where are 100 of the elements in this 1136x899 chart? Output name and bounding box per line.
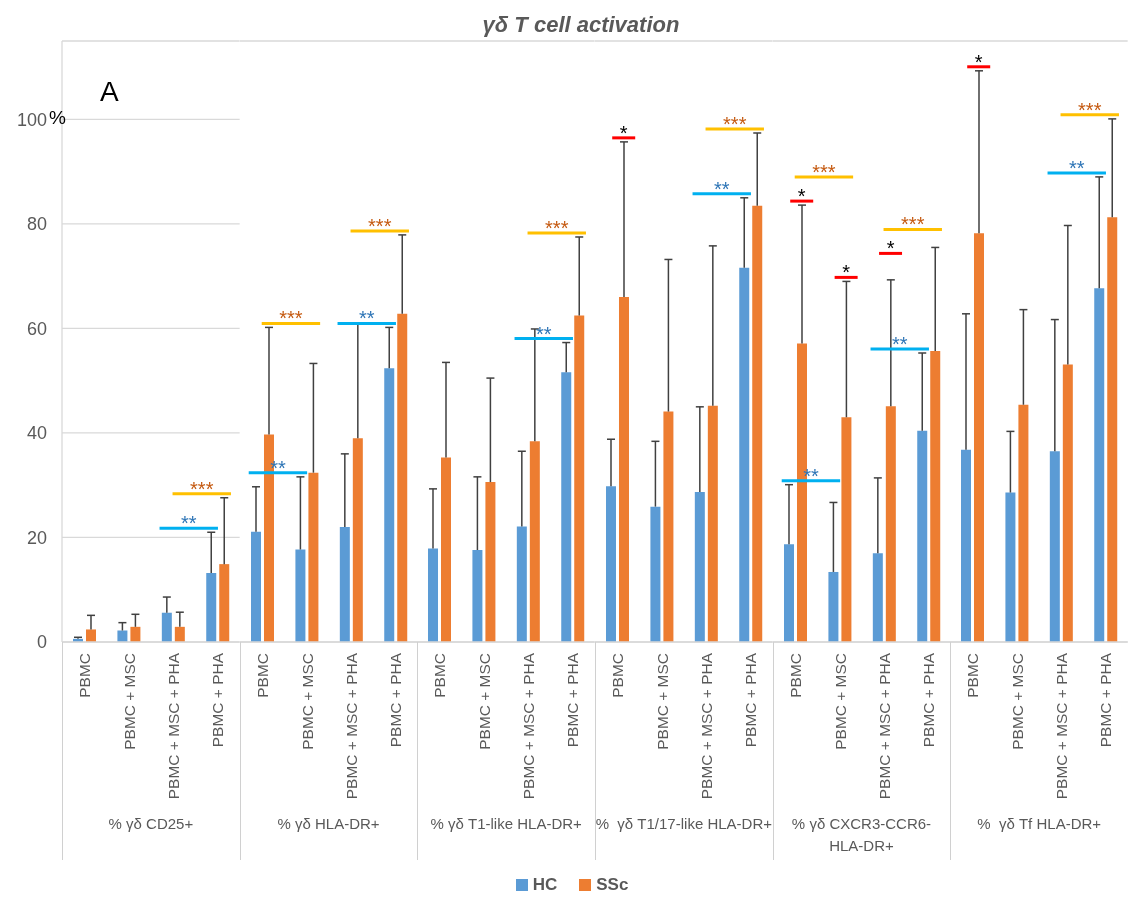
- bar: [885, 406, 896, 642]
- x-tick-label: PBMC + MSC: [120, 652, 138, 750]
- bar: [485, 482, 496, 642]
- bar: [250, 531, 261, 642]
- annotation: ***: [367, 214, 392, 237]
- annotation: ***: [811, 161, 836, 184]
- annotation: *: [797, 185, 806, 208]
- x-tick-label: PBMC + PHA: [741, 652, 759, 748]
- x-tick-label: PBMC + MSC: [653, 652, 671, 750]
- legend-label: SSc: [596, 875, 629, 894]
- annotation: ***: [900, 213, 925, 236]
- x-tick-label: PBMC: [253, 652, 271, 698]
- x-axis-title: % γδ HLA-DR+: [277, 815, 380, 832]
- annotation: **: [536, 322, 553, 345]
- bar: [828, 571, 839, 642]
- x-tick-label: PBMC + MSC + PHA: [697, 652, 715, 800]
- bar: [206, 573, 217, 642]
- x-tick-label: PBMC + MSC + PHA: [519, 652, 537, 800]
- bar: [739, 267, 750, 642]
- bar: [872, 553, 883, 642]
- bar: [308, 472, 319, 642]
- x-axis-title: % γδ CD25+: [108, 815, 194, 832]
- y-tick-label: 20: [26, 527, 47, 548]
- bar: [752, 205, 763, 642]
- bar: [117, 630, 128, 642]
- annotation: **: [180, 512, 197, 535]
- annotation: ***: [1078, 98, 1102, 121]
- legend-label: HC: [532, 875, 558, 894]
- x-tick-label: PBMC + MSC: [1008, 652, 1026, 750]
- y-tick-label: 80: [26, 214, 47, 235]
- bar: [161, 612, 172, 642]
- y-tick-label: 100: [16, 109, 47, 130]
- bar: [929, 350, 940, 642]
- y-tick-label: 0: [36, 632, 47, 653]
- x-axis-title: % γδ Tf HLA-DR+: [977, 815, 1102, 832]
- bar: [295, 549, 306, 642]
- bar: [352, 438, 363, 642]
- bar: [974, 233, 985, 642]
- x-axis-title: % γδ T1-like HLA-DR+: [430, 815, 582, 832]
- annotation: A: [100, 76, 119, 107]
- bar: [783, 544, 794, 642]
- bar: [472, 550, 483, 642]
- annotation: ***: [190, 477, 214, 500]
- x-tick-label: PBMC: [608, 652, 626, 698]
- x-tick-label: PBMC + MSC + PHA: [342, 652, 360, 800]
- annotation: **: [891, 333, 908, 355]
- x-tick-label: PBMC + PHA: [919, 652, 937, 748]
- bar: [707, 405, 718, 642]
- bar: [383, 368, 394, 642]
- x-axis-title: % γδ T1/17-like HLA-DR+: [595, 815, 772, 832]
- bar: [219, 564, 230, 642]
- bar: [428, 548, 439, 642]
- bar: [530, 441, 541, 642]
- bar: [1107, 217, 1118, 642]
- bar: [517, 526, 528, 642]
- annotation: ***: [545, 216, 569, 239]
- x-axis-title: % γδ CXCR3-CCR6- HLA-DR+: [791, 815, 932, 854]
- bar: [174, 626, 185, 642]
- x-tick-label: PBMC + MSC + PHA: [875, 652, 893, 800]
- x-tick-label: PBMC + PHA: [1097, 652, 1115, 748]
- annotation: *: [886, 237, 895, 260]
- bar: [441, 457, 452, 642]
- x-tick-label: PBMC: [75, 652, 93, 698]
- annotation: ***: [278, 307, 303, 330]
- x-tick-label: PBMC + PHA: [386, 652, 404, 748]
- bar: [396, 313, 407, 642]
- annotation: **: [713, 177, 730, 200]
- chart-title: γδ T cell activation: [482, 12, 680, 37]
- bar: [841, 417, 852, 642]
- bar: [1094, 288, 1105, 642]
- bar: [694, 492, 705, 642]
- y-tick-label: 40: [26, 423, 47, 444]
- bar: [130, 626, 141, 642]
- x-tick-label: PBMC: [964, 652, 982, 698]
- bar: [86, 629, 96, 642]
- bar: [1018, 404, 1029, 642]
- y-axis-title: %: [49, 107, 66, 129]
- x-tick-label: PBMC + MSC + PHA: [1052, 652, 1070, 800]
- bar: [663, 411, 674, 642]
- bar: [1063, 364, 1074, 642]
- bar: [1050, 451, 1061, 642]
- x-tick-label: PBMC + MSC: [297, 652, 315, 750]
- x-tick-label: PBMC + MSC: [475, 652, 493, 750]
- annotation: ***: [723, 112, 747, 135]
- x-tick-label: PBMC + MSC + PHA: [164, 652, 182, 800]
- bar: [619, 297, 629, 642]
- x-tick-label: PBMC: [431, 652, 449, 698]
- bar: [561, 372, 572, 642]
- annotation: **: [1069, 156, 1086, 179]
- annotation: *: [841, 261, 850, 284]
- bar: [650, 506, 661, 642]
- bar: [916, 430, 927, 642]
- annotation: *: [975, 50, 984, 73]
- x-tick-label: PBMC + MSC: [830, 652, 848, 750]
- x-tick-label: PBMC + PHA: [208, 652, 226, 748]
- bar: [339, 527, 350, 642]
- bar: [1005, 492, 1016, 642]
- bar: [961, 449, 972, 642]
- y-tick-label: 60: [26, 318, 47, 339]
- annotation: *: [619, 121, 628, 144]
